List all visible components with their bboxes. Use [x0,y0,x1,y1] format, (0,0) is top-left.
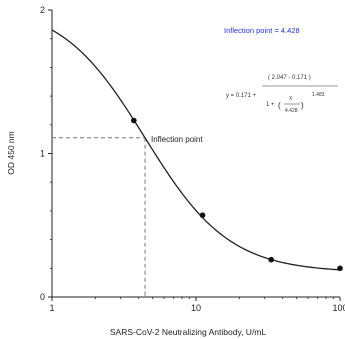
equation-numerator: ( 2.047 - 0.171 ) [268,75,311,81]
x-axis-title: SARS-CoV-2 Neutralizing Antibody, U/mL [110,327,266,337]
y-tick-label: 0 [40,292,45,302]
x-tick-label: 1 [49,303,54,313]
inflection-value-annotation: Inflection point = 4.428 [224,26,300,35]
x-tick-label: 100 [332,303,345,313]
data-point [199,212,206,219]
equation-prefix: y = 0.171 + [226,93,257,99]
y-tick-label: 1 [40,149,45,159]
inflection-guides [52,137,146,297]
y-axis-title: OD 450 nm [6,131,16,174]
y-tick-label: 2 [40,5,45,15]
data-point [131,117,137,124]
inflection-point-label: Inflection point [151,135,203,144]
x-tick-label: 10 [191,303,201,313]
equation-ec50: 4.428 [285,108,298,114]
fit-curve [51,29,341,271]
equation-x: X [289,96,293,102]
data-points [131,117,343,272]
equation: ( 2.047 - 0.171 ) y = 0.171 + 1 + ( X 4.… [226,75,338,114]
axes [51,10,340,298]
equation-close-paren: ) [301,101,304,110]
ticks: 012110100 [40,5,345,313]
equation-open-paren: ( [278,101,281,110]
equation-denominator-one: 1 + [266,102,275,108]
data-point [268,256,275,263]
data-point [337,265,343,272]
equation-hill-exponent: 1.483 [312,92,325,98]
fit-curve-group [51,29,341,271]
